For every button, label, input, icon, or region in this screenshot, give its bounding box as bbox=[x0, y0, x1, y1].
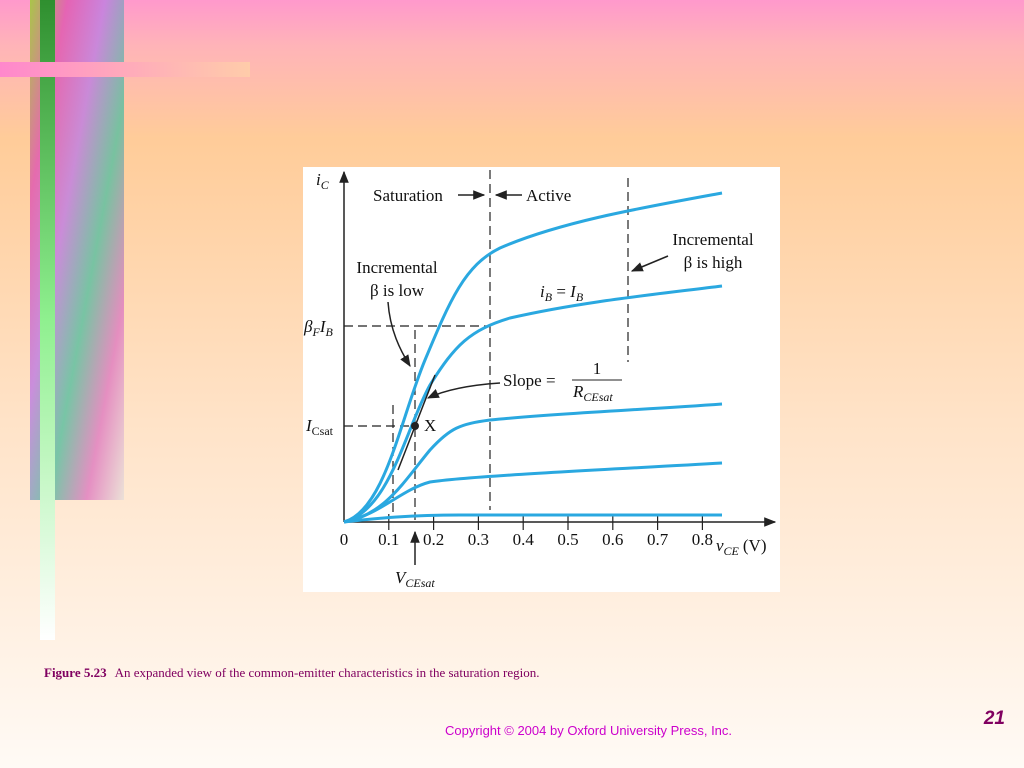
x-tick-label: 0.6 bbox=[602, 530, 623, 549]
slope-label: Slope = bbox=[503, 371, 556, 390]
point-label: X bbox=[424, 416, 436, 435]
label-part: I bbox=[319, 317, 327, 336]
note: β is high bbox=[684, 253, 743, 272]
note: Incremental bbox=[672, 230, 753, 249]
curve bbox=[343, 284, 723, 524]
x-axis-label: vCE (V) bbox=[716, 536, 767, 558]
point bbox=[411, 422, 419, 430]
x-tick-label: 0.7 bbox=[647, 530, 669, 549]
label-part: V bbox=[395, 568, 408, 587]
label-part: R bbox=[572, 382, 584, 401]
x-tick-label: 0.3 bbox=[468, 530, 489, 549]
vcesat-label: VCEsat bbox=[395, 568, 435, 590]
saturation-label: Saturation bbox=[373, 186, 443, 205]
curve bbox=[343, 461, 723, 524]
copyright: Copyright © 2004 by Oxford University Pr… bbox=[445, 723, 732, 738]
label-part: (V) bbox=[743, 536, 767, 555]
figure: 0 0.1 0.2 0.3 0.4 0.5 0.6 0.7 0.8 iC vCE (V) Satu… bbox=[303, 167, 780, 592]
label-part: CEsat bbox=[405, 576, 435, 590]
page-number: 21 bbox=[983, 708, 1005, 729]
label-part: CE bbox=[724, 544, 740, 558]
caption-text: An expanded view of the common-emitter c… bbox=[115, 665, 540, 680]
label-part: B bbox=[325, 325, 333, 339]
label-part: C bbox=[321, 178, 330, 192]
label-part: B bbox=[545, 290, 553, 304]
label-part: I bbox=[569, 282, 577, 301]
curve bbox=[343, 402, 723, 524]
label-part: = bbox=[552, 282, 570, 301]
slope-denominator: RCEsat bbox=[572, 382, 613, 404]
caption: Figure 5.23 An expanded view of the commo… bbox=[44, 665, 539, 680]
slope-numerator: 1 bbox=[593, 359, 602, 378]
arrow bbox=[630, 255, 669, 272]
icsat-label: ICsat bbox=[305, 416, 334, 438]
y-axis-label: iC bbox=[316, 170, 330, 192]
label-part: Csat bbox=[312, 424, 334, 438]
label-part: i bbox=[540, 282, 545, 301]
caption-label: Figure 5.23 bbox=[44, 665, 107, 680]
curve bbox=[343, 191, 723, 524]
x-tick-label: 0.1 bbox=[378, 530, 399, 549]
pink-bar bbox=[0, 62, 250, 77]
label-part: i bbox=[316, 170, 321, 189]
green-bar bbox=[40, 0, 55, 640]
curve-label: iB = IB bbox=[540, 282, 584, 304]
note: Incremental bbox=[356, 258, 437, 277]
x-tick-label: 0 bbox=[340, 530, 349, 549]
figure-panel bbox=[303, 167, 780, 592]
x-tick-label: 0.4 bbox=[513, 530, 535, 549]
label-part: I bbox=[305, 416, 313, 435]
x-ticks: 0 0.1 0.2 0.3 0.4 0.5 0.6 0.7 0.8 bbox=[340, 514, 713, 549]
label-part: β bbox=[303, 317, 313, 336]
beta-label: βFIB bbox=[303, 317, 333, 339]
label-part: CEsat bbox=[583, 390, 613, 404]
x-tick-label: 0.5 bbox=[557, 530, 578, 549]
x-tick-label: 0.8 bbox=[692, 530, 713, 549]
x-tick-label: 0.2 bbox=[423, 530, 444, 549]
label-part: v bbox=[716, 536, 724, 555]
arrow bbox=[387, 301, 411, 368]
arrow bbox=[426, 382, 501, 399]
label-part: B bbox=[576, 290, 584, 304]
active-label: Active bbox=[526, 186, 571, 205]
label-part: F bbox=[311, 325, 320, 339]
note: β is low bbox=[370, 281, 425, 300]
curve bbox=[343, 513, 722, 524]
